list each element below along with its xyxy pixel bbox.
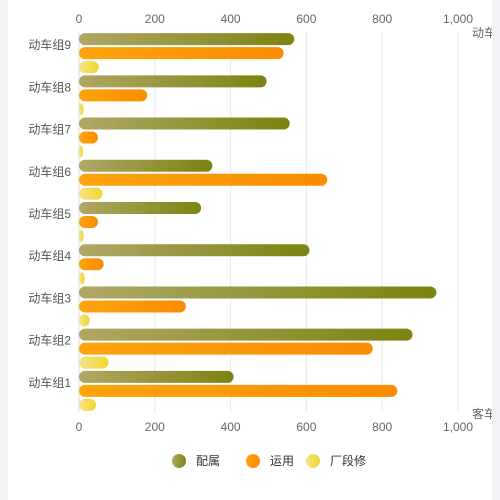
bar-配属-动车组4 <box>79 244 310 257</box>
top-tick-label: 200 <box>145 12 165 26</box>
bar-chart: 002002004004006006008008001,0001,000动车客车… <box>28 12 492 468</box>
category-label: 动车组5 <box>28 206 71 221</box>
bar-运用-动车组7 <box>79 131 98 144</box>
bar-厂段修-动车组9 <box>79 61 99 74</box>
legend-label: 运用 <box>270 454 294 468</box>
legend-label: 厂段修 <box>330 453 366 468</box>
bar-运用-动车组9 <box>79 47 284 60</box>
bar-厂段修-动车组6 <box>79 187 103 200</box>
bar-配属-动车组5 <box>79 202 202 214</box>
bar-运用-动车组1 <box>79 384 398 397</box>
bottom-tick-label: 400 <box>221 420 241 434</box>
chart-card: 0 0 200 200 400 400 600 600 800 800 1,000 1,000 动车 客车… <box>8 0 492 500</box>
bottom-tick-label: 1,000 <box>443 420 473 434</box>
bar-运用-动车组2 <box>79 342 373 355</box>
category-label: 动车组9 <box>28 37 71 52</box>
bar-配属-动车组7 <box>79 117 290 130</box>
category-label: 动车组1 <box>28 375 71 390</box>
bar-配属-动车组8 <box>79 75 267 88</box>
legend-label: 配属 <box>196 454 220 468</box>
legend-marker-厂段修 <box>306 454 320 468</box>
bar-配属-动车组9 <box>79 33 295 46</box>
bar-运用-动车组6 <box>79 173 328 186</box>
bar-运用-动车组8 <box>79 89 148 102</box>
top-tick-label: 1,000 <box>443 12 473 26</box>
category-label: 动车组3 <box>28 290 71 305</box>
bar-厂段修-动车组4 <box>79 272 85 285</box>
category-label: 动车组2 <box>28 333 71 348</box>
top-tick-label: 600 <box>296 12 316 26</box>
bar-配属-动车组6 <box>79 159 213 172</box>
bar-运用-动车组4 <box>79 258 104 271</box>
bar-运用-动车组5 <box>79 216 98 228</box>
category-label: 动车组6 <box>28 164 71 179</box>
bottom-axis-name: 客车 <box>472 406 492 421</box>
top-axis-name: 动车 <box>472 25 492 40</box>
bottom-tick-label: 0 <box>76 420 83 434</box>
bar-配属-动车组2 <box>79 328 413 341</box>
bar-配属-动车组1 <box>79 370 234 383</box>
top-tick-label: 800 <box>372 12 392 26</box>
category-label: 动车组8 <box>28 79 71 94</box>
bar-厂段修-动车组3 <box>79 314 90 327</box>
bar-厂段修-动车组5 <box>79 230 84 242</box>
bar-厂段修-动车组7 <box>79 145 83 158</box>
legend-marker-配属 <box>172 454 186 468</box>
bar-厂段修-动车组8 <box>79 103 84 116</box>
category-label: 动车组7 <box>28 122 71 137</box>
bar-配属-动车组3 <box>79 286 437 299</box>
top-tick-label: 0 <box>76 12 83 26</box>
bottom-tick-label: 200 <box>145 420 165 434</box>
category-label: 动车组4 <box>28 248 71 263</box>
bottom-tick-label: 800 <box>372 420 392 434</box>
top-tick-label: 400 <box>221 12 241 26</box>
legend-marker-运用 <box>246 454 260 468</box>
bottom-tick-label: 600 <box>296 420 316 434</box>
bar-厂段修-动车组2 <box>79 356 109 369</box>
bar-厂段修-动车组1 <box>79 398 97 411</box>
bar-运用-动车组3 <box>79 300 186 313</box>
